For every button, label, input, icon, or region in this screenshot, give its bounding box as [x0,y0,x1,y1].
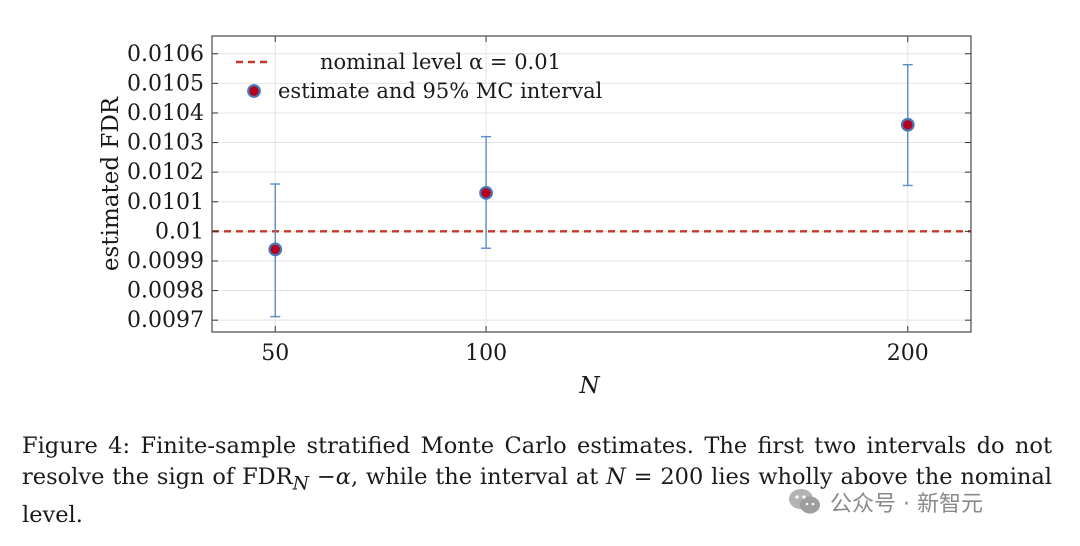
data-point-1 [479,185,493,200]
x-tick-label: 50 [261,341,289,366]
y-tick-label: 0.0104 [127,101,204,126]
caption-subscript-n: N [292,473,310,495]
caption-n-var: N [606,464,626,490]
legend-line-label: nominal level α = 0.01 [320,50,561,74]
x-tick-label: 200 [887,341,929,366]
figure-caption: Figure 4: Finite-sample stratified Monte… [22,431,1052,531]
watermark: 公众号 · 新智元 [788,486,983,518]
caption-sentence-2-mid: , while the interval at [350,464,607,490]
y-tick-label: 0.0099 [127,249,204,274]
watermark-text: 公众号 · 新智元 [830,492,983,517]
figure-label: Figure 4: [22,433,131,459]
legend-marker-swatch [247,84,261,98]
caption-sentence-2-start: The first two intervals do not resolve t… [22,433,1053,490]
x-axis-label: N [578,373,600,399]
y-tick-label: 0.0105 [127,71,204,96]
y-tick-label: 0.0106 [127,42,204,67]
caption-minus-alpha: −α [309,464,351,490]
y-tick-label: 0.0098 [127,279,204,304]
caption-eq-value: = 200 [625,464,704,490]
data-point-0 [268,242,283,257]
y-axis-label: estimated FDR [98,96,124,271]
wechat-icon [789,489,820,514]
chart: 0.0097 0.0098 0.0099 0.01 0.0101 0.0102 0.0103… [98,35,972,399]
y-tick-label: 0.0103 [127,131,204,156]
legend-marker-label: estimate and 95% MC interval [278,79,603,103]
y-tick-label: 0.0102 [127,160,204,185]
y-tick-label: 0.01 [155,219,204,244]
y-tick-label: 0.0101 [127,190,204,215]
x-tick-label: 100 [465,341,507,366]
caption-sentence-1: Finite-sample stratified Monte Carlo est… [140,433,694,459]
plot-frame [211,35,972,333]
caption-sentence-2-end: lies wholly above the nominal level. [22,464,1053,528]
y-tick-label: 0.0097 [127,308,204,333]
data-point-2 [900,117,915,132]
